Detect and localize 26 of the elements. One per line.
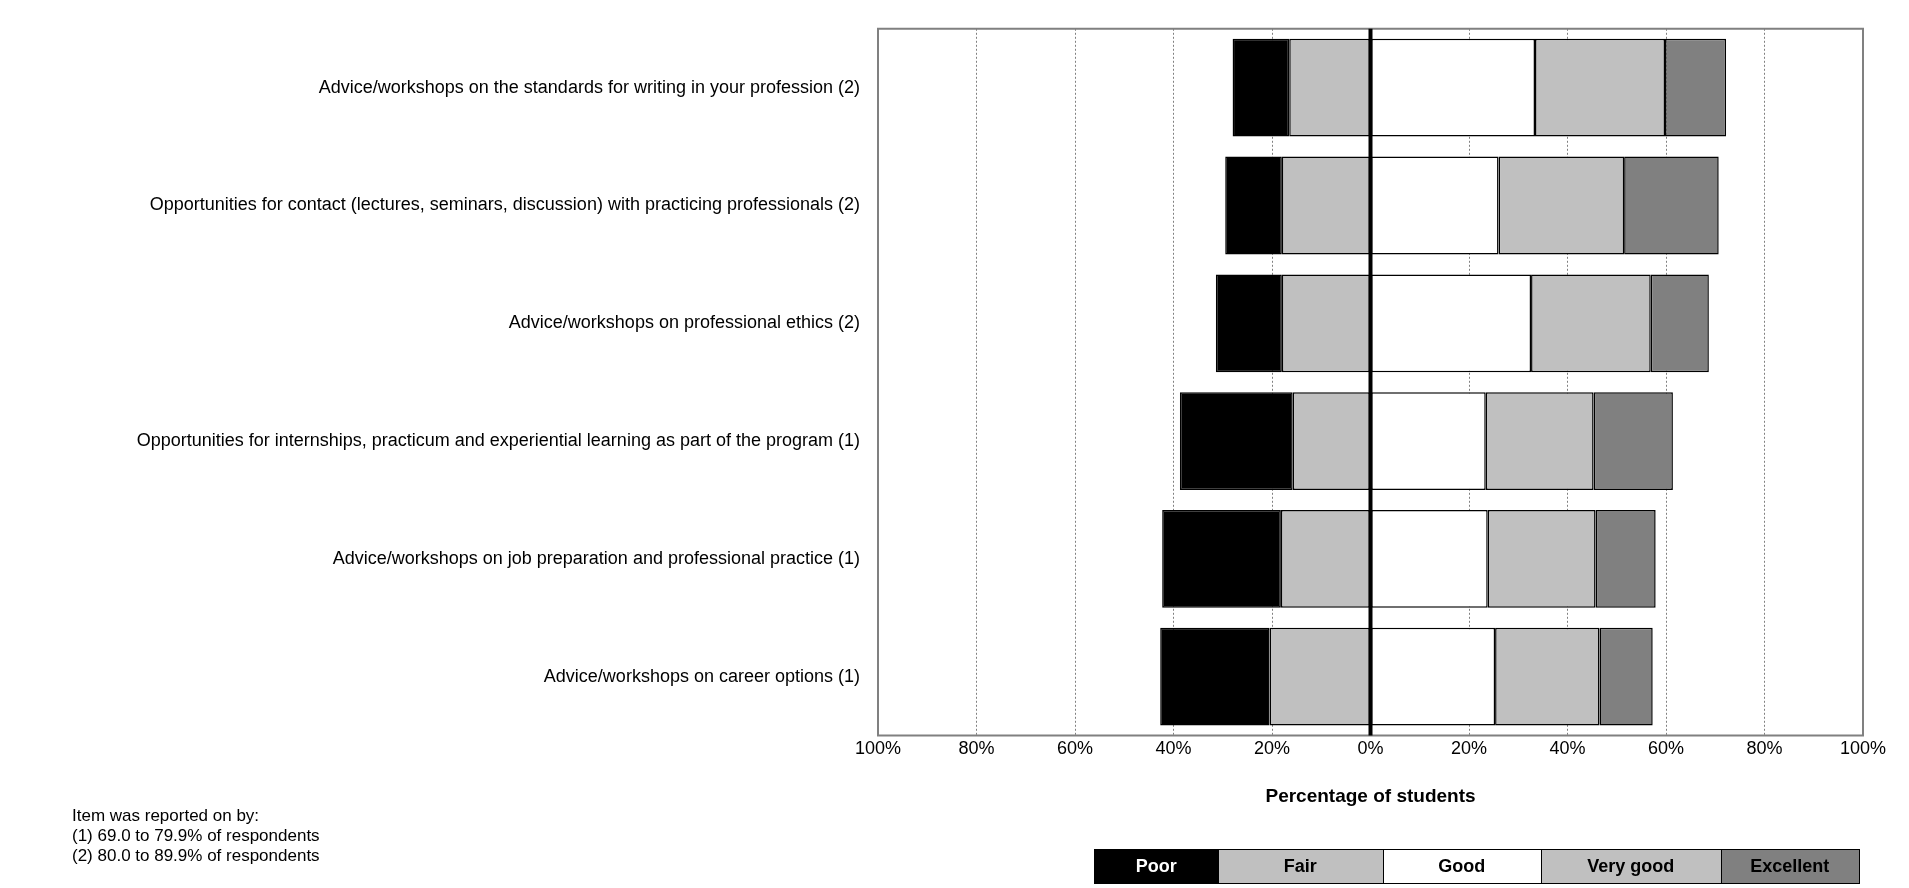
- text: Excellent: [1720, 850, 1859, 883]
- x-tick-label: 80%: [958, 738, 995, 759]
- x-tick-label: 60%: [1647, 738, 1685, 759]
- text: Good: [1382, 850, 1541, 883]
- text: Item was reported on by:: [72, 806, 261, 826]
- x-tick-label: 0%: [1357, 738, 1384, 759]
- x-tick-label: 60%: [1056, 738, 1094, 759]
- x-tick-label: 100%: [854, 738, 902, 759]
- x-tick-label: 100%: [1839, 738, 1887, 759]
- x-tick-label: 40%: [1155, 738, 1192, 759]
- x-tick-label: 20%: [1450, 738, 1488, 759]
- y-tick-label: Advice/workshops on professional ethics (2): [508, 312, 860, 333]
- text: Fair: [1217, 850, 1383, 883]
- text: (1) 69.0 to 79.9% of respondents: [72, 826, 320, 846]
- x-tick-label: 80%: [1746, 738, 1783, 759]
- y-tick-label: Opportunities for internships, practicum and experiential learning as part of the program (1): [136, 430, 860, 451]
- x-tick-label: 20%: [1253, 738, 1291, 759]
- y-tick-label: Advice/workshops on the standards for writing in your profession (2): [318, 76, 860, 97]
- y-tick-label: Opportunities for contact (lectures, seminars, discussion) with practicing professionals (2): [149, 194, 860, 215]
- x-axis-title: Percentage of students: [1265, 784, 1476, 806]
- y-tick-label: Advice/workshops on job preparation and professional practice (1): [332, 547, 860, 568]
- x-tick-label: 40%: [1549, 738, 1586, 759]
- text: Poor: [1094, 850, 1218, 883]
- text: Very good: [1540, 850, 1721, 883]
- text: (2) 80.0 to 89.9% of respondents: [72, 846, 320, 866]
- y-tick-label: Advice/workshops on career options (1): [543, 665, 860, 686]
